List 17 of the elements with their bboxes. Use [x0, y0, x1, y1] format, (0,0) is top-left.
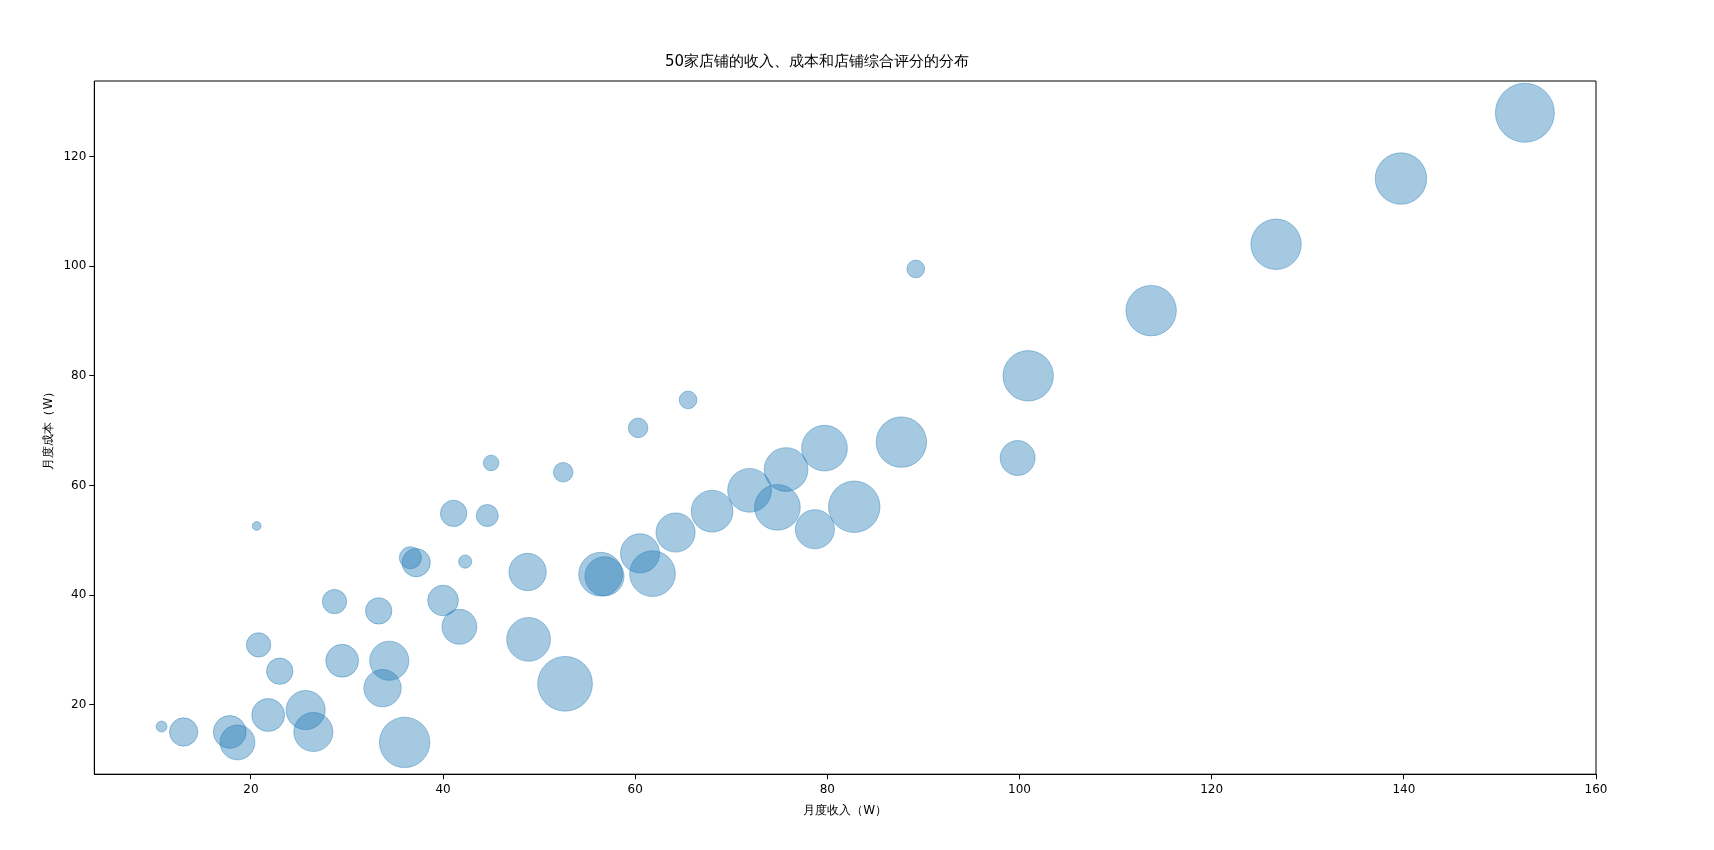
y-tick-label: 100 — [63, 258, 87, 273]
y-tick-label: 80 — [71, 367, 87, 382]
x-tick-label: 160 — [1584, 781, 1608, 796]
x-tick-label: 40 — [435, 781, 451, 796]
x-tick-label: 80 — [819, 781, 836, 796]
x-tick-label: 100 — [1008, 781, 1031, 796]
chart-title: 50家店铺的收入、成本和店铺综合评分的分布 — [664, 51, 970, 70]
y-axis-title: 月度成本（W） — [41, 385, 56, 470]
x-tick-label: 120 — [1200, 781, 1224, 796]
y-tick-label: 40 — [71, 587, 87, 602]
x-tick-label: 140 — [1392, 781, 1416, 796]
y-tick-label: 120 — [63, 148, 87, 163]
y-tick-label: 60 — [71, 477, 87, 492]
x-tick-label: 60 — [627, 781, 643, 796]
y-tick-label: 20 — [71, 696, 87, 711]
x-axis-title: 月度收入（W） — [803, 802, 888, 817]
x-tick-label: 20 — [243, 781, 259, 796]
